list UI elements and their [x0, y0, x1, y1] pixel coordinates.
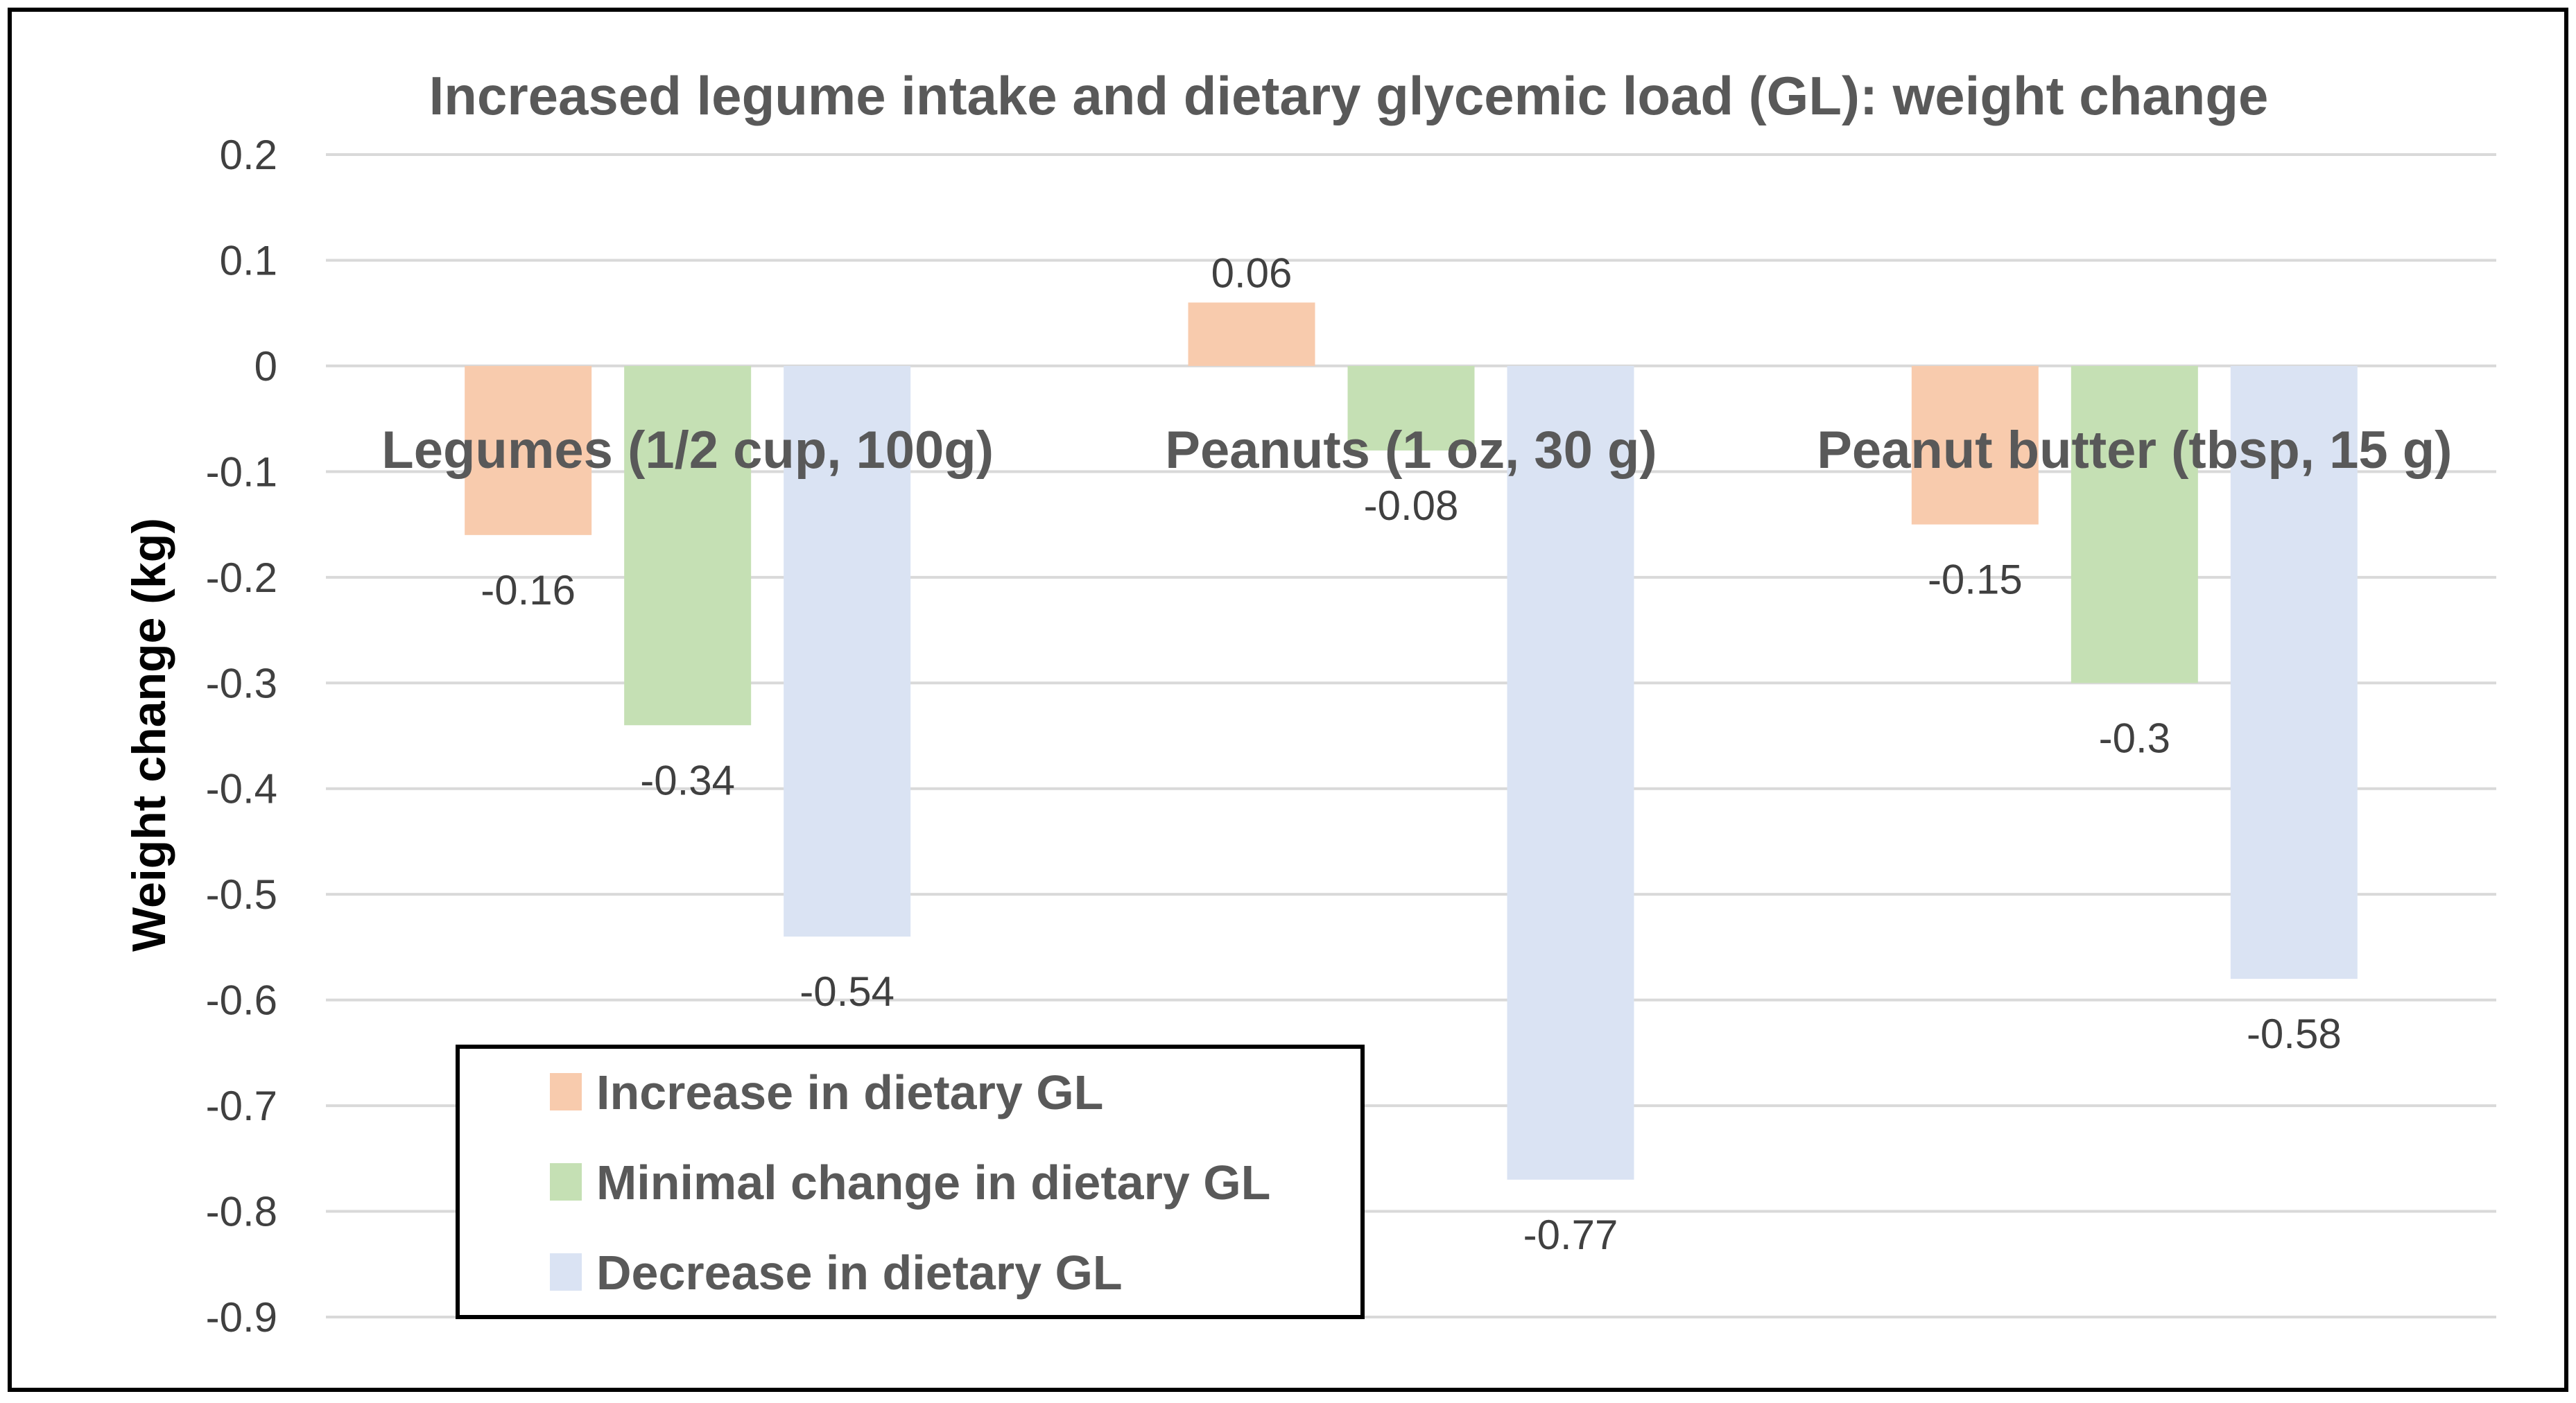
data-label: -0.34: [640, 757, 735, 803]
bar: [1507, 365, 1634, 1180]
bar: [1911, 365, 2039, 525]
bar: [1347, 365, 1475, 451]
bar: [2071, 365, 2198, 683]
data-label: -0.3: [2099, 715, 2170, 761]
y-axis-label: Weight change (kg): [123, 518, 175, 952]
category-label: Legumes (1/2 cup, 100g): [381, 421, 994, 480]
data-label: -0.15: [1928, 557, 2023, 603]
bar: [1188, 302, 1315, 366]
y-tick-label: 0: [254, 343, 277, 390]
y-tick-label: 0.2: [220, 132, 277, 178]
bar: [784, 365, 911, 937]
data-label: 0.06: [1211, 250, 1293, 296]
data-labels: -0.16 -0.34 -0.54 0.06 -0.08 -0.77 -0.15 -0.3 -0…: [481, 250, 2341, 1257]
data-label: -0.16: [481, 567, 576, 613]
y-tick-label: 0.1: [220, 237, 277, 284]
y-tick-label: -0.3: [206, 660, 277, 706]
bar: [624, 365, 752, 726]
y-axis-ticks: 0.2 0.1 0 -0.1 -0.2 -0.3 -0.4 -0.5 -0.6 -0.7 -0.8 -…: [206, 132, 277, 1341]
bars: [465, 302, 2358, 1180]
chart-title: Increased legume intake and dietary glyc…: [429, 65, 2269, 126]
legend-swatch: [550, 1073, 582, 1110]
y-tick-label: -0.4: [206, 766, 277, 812]
y-tick-label: -0.9: [206, 1294, 277, 1341]
y-tick-label: -0.7: [206, 1083, 277, 1129]
legend: Increase in dietary GL Minimal change in …: [456, 1045, 1365, 1319]
legend-box: [456, 1045, 1365, 1319]
category-labels: Legumes (1/2 cup, 100g) Peanuts (1 oz, 30…: [381, 421, 2452, 480]
y-tick-label: -0.6: [206, 977, 277, 1024]
legend-label: Decrease in dietary GL: [596, 1246, 1123, 1300]
y-tick-label: -0.5: [206, 871, 277, 918]
category-label: Peanuts (1 oz, 30 g): [1165, 421, 1657, 480]
y-tick-label: -0.1: [206, 448, 277, 495]
data-label: -0.77: [1523, 1212, 1618, 1258]
y-tick-label: -0.8: [206, 1189, 277, 1235]
data-label: -0.54: [799, 968, 894, 1015]
legend-label: Increase in dietary GL: [596, 1065, 1103, 1119]
legend-swatch: [550, 1163, 582, 1201]
legend-swatch: [550, 1253, 582, 1291]
data-label: -0.08: [1364, 482, 1459, 529]
y-tick-label: -0.2: [206, 555, 277, 601]
data-label: -0.58: [2247, 1011, 2342, 1057]
legend-label: Minimal change in dietary GL: [596, 1156, 1270, 1210]
bar: [465, 365, 592, 535]
bar: [2230, 365, 2358, 979]
legend-items: Increase in dietary GL Minimal change in …: [550, 1065, 1270, 1300]
category-label: Peanut butter (tbsp, 15 g): [1817, 421, 2452, 480]
